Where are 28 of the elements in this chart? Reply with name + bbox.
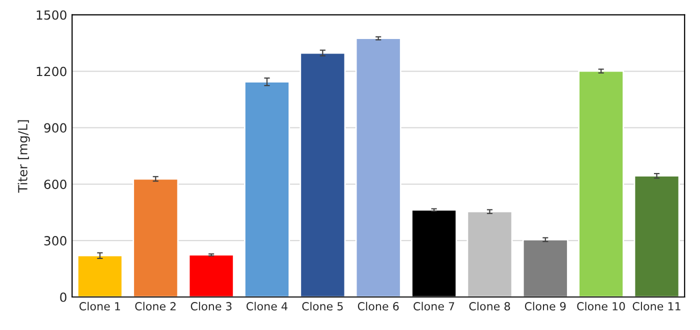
- x-tick-label: Clone 7: [414, 302, 454, 310]
- x-tick-label: Clone 9: [524, 302, 566, 310]
- bar: [634, 175, 680, 297]
- x-tick-label: Clone 8: [469, 302, 510, 310]
- x-tick-label: Clone 1: [80, 302, 120, 310]
- x-tick-label: Clone 5: [302, 302, 343, 310]
- y-tick-label: 1200: [36, 66, 66, 76]
- x-tick-label: Clone 4: [246, 302, 288, 310]
- bar: [300, 52, 346, 297]
- y-tick-label: 600: [44, 180, 66, 190]
- y-tick-label: 1500: [36, 10, 66, 20]
- y-axis-title: Titer [mg/L]: [18, 120, 30, 193]
- bar: [578, 70, 624, 297]
- bar: [244, 81, 290, 297]
- x-tick-label: Clone 3: [190, 302, 232, 310]
- bar: [355, 38, 402, 297]
- y-tick-label: 900: [44, 123, 66, 133]
- y-tick-label: 300: [44, 236, 66, 246]
- bar: [76, 254, 123, 297]
- x-tick-label: Clone 10: [577, 302, 625, 310]
- bar: [132, 178, 179, 297]
- x-tick-label: Clone 6: [358, 302, 399, 310]
- bar: [188, 254, 234, 297]
- x-tick-label: Clone 11: [632, 302, 680, 310]
- y-tick-label: 0: [60, 292, 66, 302]
- bar: [466, 210, 513, 297]
- x-tick-label: Clone 2: [135, 302, 176, 310]
- bar: [522, 238, 568, 297]
